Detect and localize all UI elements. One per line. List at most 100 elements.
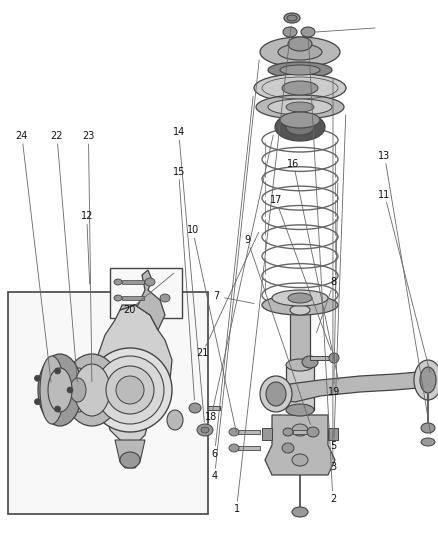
Ellipse shape [290,360,310,370]
Text: 2: 2 [330,494,336,504]
Text: 20: 20 [123,305,135,315]
Ellipse shape [145,278,155,286]
Text: 8: 8 [331,278,337,287]
Polygon shape [115,440,145,468]
Ellipse shape [38,354,82,426]
Ellipse shape [283,27,297,37]
Ellipse shape [307,427,319,437]
Ellipse shape [67,387,73,393]
Polygon shape [98,305,172,445]
Ellipse shape [266,382,286,406]
Polygon shape [120,270,165,330]
Ellipse shape [189,403,201,413]
Ellipse shape [35,375,40,381]
Ellipse shape [288,37,312,51]
Ellipse shape [280,112,320,128]
Text: 11: 11 [378,190,391,199]
Ellipse shape [254,74,346,102]
Ellipse shape [268,99,332,115]
Ellipse shape [288,293,312,303]
Ellipse shape [275,113,325,141]
Text: 6: 6 [212,449,218,458]
Ellipse shape [284,13,300,23]
Bar [8,292,208,514]
Text: 23: 23 [82,131,95,141]
Ellipse shape [201,427,209,433]
Ellipse shape [260,376,292,412]
Ellipse shape [421,438,435,446]
Text: 3: 3 [330,463,336,472]
Ellipse shape [286,359,314,371]
Text: 5: 5 [331,441,337,450]
Text: 14: 14 [173,127,185,137]
Bar [310,356,332,360]
Ellipse shape [55,406,60,412]
Bar [110,268,182,318]
Ellipse shape [292,424,308,436]
Bar [293,430,311,434]
Ellipse shape [260,37,340,67]
Ellipse shape [283,428,293,436]
Ellipse shape [88,348,172,432]
Bar [238,446,260,450]
Text: 13: 13 [378,151,391,160]
Text: 7: 7 [214,292,220,301]
Ellipse shape [114,279,122,285]
Text: 24: 24 [16,131,28,141]
Bar [262,428,272,440]
Text: 17: 17 [270,196,282,205]
Bar [328,428,338,440]
Ellipse shape [64,354,120,426]
Ellipse shape [421,423,435,433]
Ellipse shape [282,443,294,453]
Ellipse shape [292,454,308,466]
Text: 12: 12 [81,212,93,221]
Ellipse shape [268,62,332,78]
Ellipse shape [106,366,154,414]
Ellipse shape [286,404,314,416]
Ellipse shape [272,290,328,306]
Text: 4: 4 [212,471,218,481]
Text: 15: 15 [173,167,185,176]
Ellipse shape [197,424,213,436]
Text: 16: 16 [287,159,300,168]
Bar [122,280,144,284]
Text: 18: 18 [205,413,217,422]
Ellipse shape [74,364,110,416]
Ellipse shape [302,356,318,368]
Ellipse shape [286,102,314,112]
Ellipse shape [329,353,339,363]
Ellipse shape [420,367,436,393]
Ellipse shape [262,295,338,315]
Text: 1: 1 [233,504,240,514]
Ellipse shape [292,507,308,517]
Polygon shape [265,415,335,475]
Ellipse shape [229,428,239,436]
Text: 21: 21 [196,349,208,358]
Ellipse shape [35,399,40,405]
Ellipse shape [116,376,144,404]
Ellipse shape [40,356,64,424]
Ellipse shape [278,44,322,60]
Text: 22: 22 [51,131,63,141]
Ellipse shape [256,95,344,119]
Ellipse shape [287,15,297,21]
Ellipse shape [280,65,320,75]
Ellipse shape [62,368,94,412]
Ellipse shape [290,305,310,315]
Ellipse shape [229,444,239,452]
Ellipse shape [70,378,86,402]
Ellipse shape [120,452,140,468]
Bar [286,365,314,410]
Ellipse shape [114,295,122,301]
Bar [290,310,310,365]
Bar [238,430,260,434]
Bar [200,406,220,410]
Text: 10: 10 [187,225,199,235]
Bar [122,296,144,300]
Ellipse shape [96,356,164,424]
Ellipse shape [282,81,318,95]
Ellipse shape [48,368,72,412]
Ellipse shape [286,119,314,135]
Polygon shape [275,372,432,402]
